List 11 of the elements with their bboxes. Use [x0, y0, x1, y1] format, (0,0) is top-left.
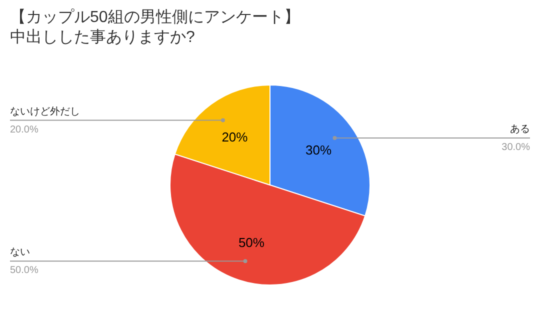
slice-label: ない — [10, 247, 30, 258]
text: 50.0% — [10, 265, 38, 276]
data-label: 50% — [238, 235, 265, 250]
text: 20.0% — [10, 124, 38, 136]
data-label: 20% — [222, 129, 248, 144]
text: 30.0% — [502, 142, 530, 153]
chart-subtitle: 中出しした事ありますか? — [10, 28, 195, 46]
slice-label: ないけど外だし — [10, 106, 80, 118]
data-label: 30% — [306, 142, 332, 158]
chart-title: 【カップル50組の男性側にアンケート】 — [10, 8, 300, 26]
slice-label: ある — [510, 124, 530, 135]
